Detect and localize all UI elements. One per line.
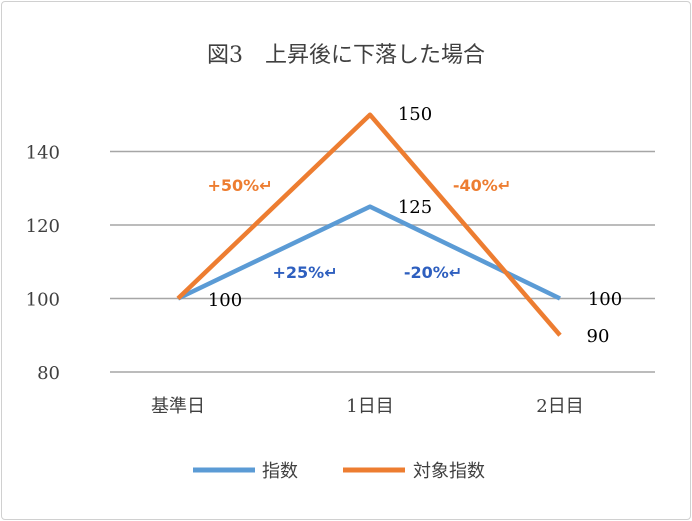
y-tick-label: 80: [37, 363, 60, 384]
x-tick-label: 1日目: [346, 396, 393, 417]
data-label: 90: [587, 326, 610, 347]
series-line-index: [177, 204, 561, 301]
data-label: 100: [208, 290, 242, 311]
y-tick-label: 120: [26, 216, 60, 237]
y-tick-label: 100: [26, 290, 60, 311]
data-label: 150: [398, 104, 432, 125]
y-tick-label: 140: [26, 143, 60, 164]
x-tick-label: 基準日: [151, 396, 205, 417]
annotation-label: -40%↵: [453, 176, 511, 195]
annotation-label: +25%↵: [272, 263, 337, 282]
legend-label: 対象指数: [413, 461, 485, 482]
data-label: 125: [398, 197, 432, 218]
series-line-target-index: [176, 112, 562, 337]
annotation-label: +50%↵: [207, 176, 272, 195]
annotation-label: -20%↵: [404, 263, 462, 282]
chart-title: 図3 上昇後に下落した場合: [207, 43, 485, 68]
data-label: 100: [588, 289, 622, 310]
legend-label: 指数: [262, 461, 298, 482]
x-tick-label: 2日目: [536, 396, 583, 417]
